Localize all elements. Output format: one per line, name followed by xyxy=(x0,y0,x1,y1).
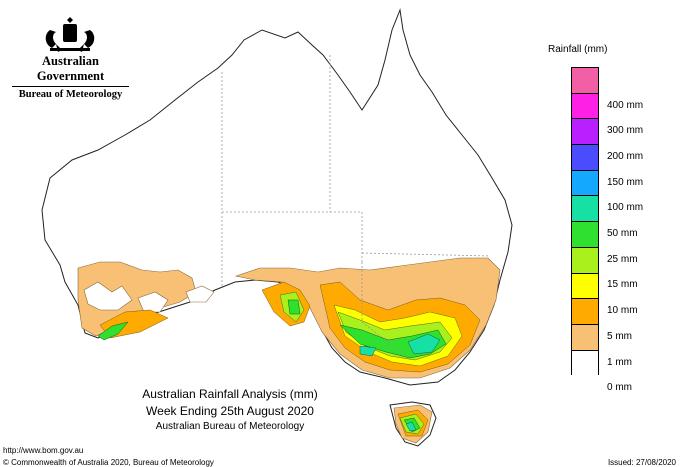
legend-swatch xyxy=(571,169,599,196)
agency-name: Bureau of Meteorology xyxy=(18,89,123,100)
legend-title: Rainfall (mm) xyxy=(548,44,608,55)
legend-label: 25 mm xyxy=(607,253,638,265)
legend-label: 150 mm xyxy=(607,176,644,188)
legend-label: 400 mm xyxy=(607,99,644,111)
state-borders xyxy=(221,55,491,356)
legend-label: 1 mm xyxy=(607,356,632,368)
legend-label: 0 mm xyxy=(607,382,632,394)
map-source: Australian Bureau of Meteorology xyxy=(155,421,305,432)
legend-swatch xyxy=(571,118,599,145)
legend-label: 15 mm xyxy=(607,279,638,291)
branding-divider xyxy=(12,86,129,87)
legend-swatch xyxy=(571,298,599,324)
legend-swatch xyxy=(571,67,599,93)
rain-0-1mm xyxy=(83,281,215,313)
legend-swatch xyxy=(571,144,599,170)
legend-swatch xyxy=(571,349,599,376)
footer-issued-date: Issued: 27/08/2020 xyxy=(607,458,676,467)
legend-label: 10 mm xyxy=(607,305,638,317)
legend-swatch xyxy=(571,323,599,350)
coat-of-arms-icon xyxy=(45,17,95,52)
legend-label: 50 mm xyxy=(607,228,638,240)
legend-swatch xyxy=(571,272,599,299)
footer-copyright: © Commonwealth of Australia 2020, Bureau… xyxy=(3,458,214,467)
legend-swatch xyxy=(571,221,599,247)
government-branding: Australian Government Bureau of Meteorol… xyxy=(8,52,133,100)
government-name: Australian Government xyxy=(36,54,105,83)
legend-label: 200 mm xyxy=(607,150,644,162)
map-period: Week Ending 25th August 2020 xyxy=(146,404,314,418)
legend-label: 300 mm xyxy=(607,125,644,137)
legend-swatch xyxy=(571,246,599,273)
footer-url: http://www.bom.gov.au xyxy=(3,446,84,455)
legend-label: 100 mm xyxy=(607,202,644,214)
legend-swatch xyxy=(571,92,599,119)
legend-label: 5 mm xyxy=(607,330,632,342)
rainfall-legend: 400 mm 300 mm 200 mm 150 mm 100 mm 50 mm 25 mm… xyxy=(571,67,643,393)
map-title: Australian Rainfall Analysis (mm) xyxy=(142,387,318,401)
rain-50-100mm xyxy=(359,333,441,432)
legend-swatch xyxy=(571,195,599,222)
